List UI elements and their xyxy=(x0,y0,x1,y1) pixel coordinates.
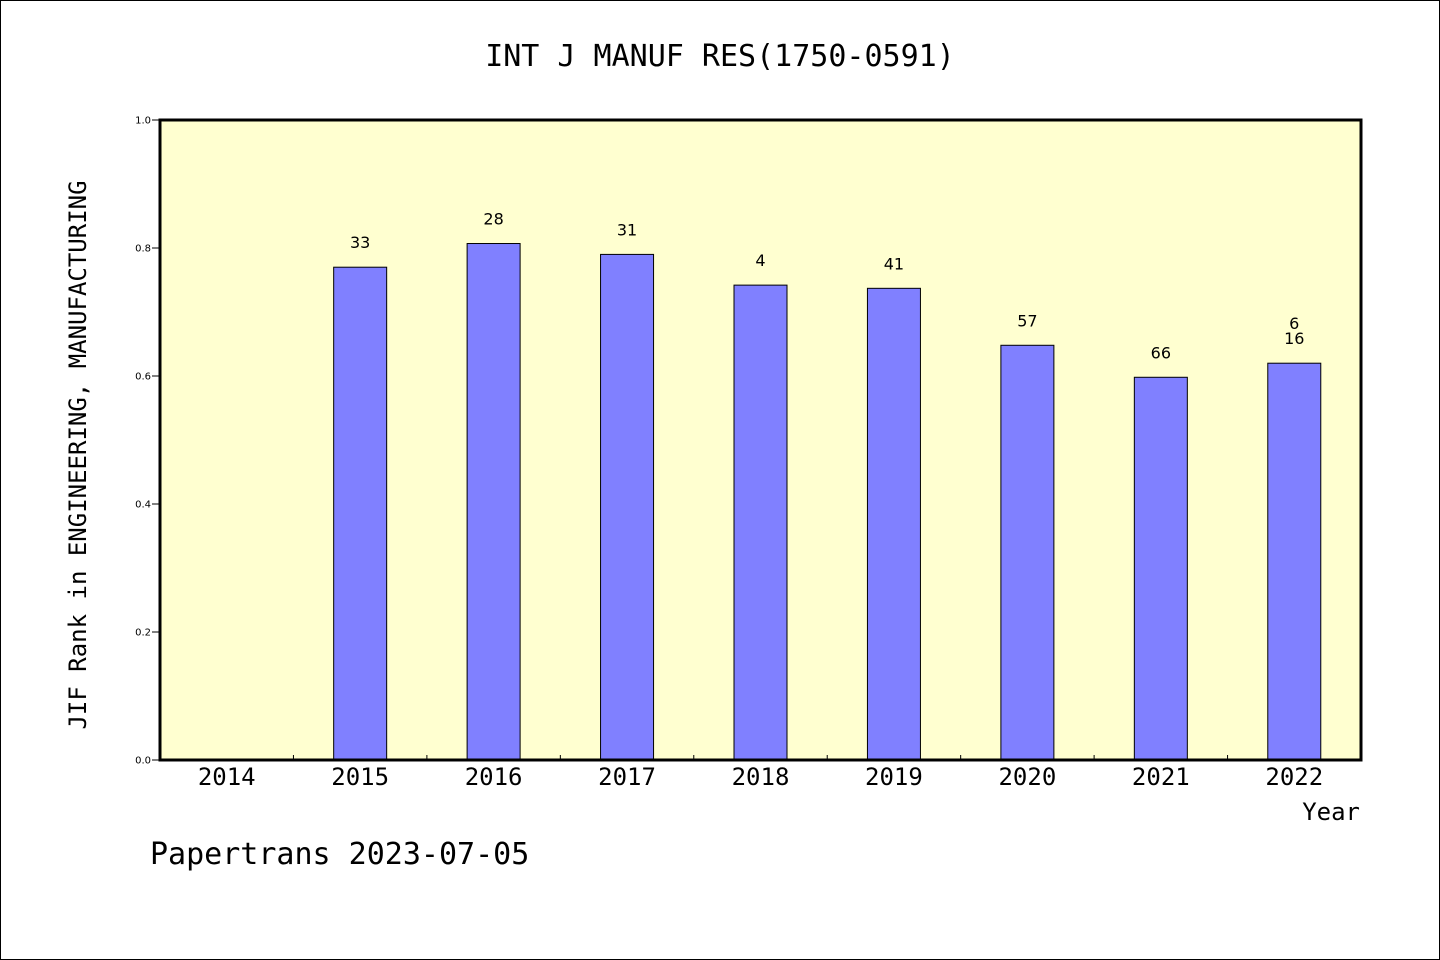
bar-2020 xyxy=(1000,344,1055,761)
y-axis-label: JIF Rank in ENGINEERING, MANUFACTURING xyxy=(64,180,92,729)
data-label-2021: 66 xyxy=(1151,343,1171,362)
footer-text: Papertrans 2023-07-05 xyxy=(150,837,529,872)
bar-2018 xyxy=(733,284,788,761)
chart-title: INT J MANUF RES(1750-0591) xyxy=(485,39,955,74)
y-tick-label-0.0: 0.0 xyxy=(135,756,151,767)
y-tick-label-1.0: 1.0 xyxy=(135,116,151,127)
y-tick-label-0.8: 0.8 xyxy=(135,244,151,255)
bar-2022 xyxy=(1267,362,1322,761)
y-tick-label-0.2: 0.2 xyxy=(135,628,151,639)
x-tick-label-2015: 2015 xyxy=(331,763,389,791)
x-tick-label-2019: 2019 xyxy=(865,763,923,791)
x-tick-label-2016: 2016 xyxy=(465,763,523,791)
bar-2015 xyxy=(333,266,388,761)
x-tick-label-2022: 2022 xyxy=(1265,763,1323,791)
x-tick-label-2014: 2014 xyxy=(198,763,256,791)
data-label-2020: 57 xyxy=(1017,311,1037,330)
data-label-extra-2022: 6 xyxy=(1289,314,1299,333)
x-tick-label-2017: 2017 xyxy=(598,763,656,791)
data-label-2019: 41 xyxy=(884,254,904,273)
data-label-2016: 28 xyxy=(483,210,503,229)
plot-border xyxy=(158,118,1363,762)
bar-2019 xyxy=(866,287,921,761)
y-tick-label-0.4: 0.4 xyxy=(135,500,151,511)
bar-2021 xyxy=(1133,376,1188,761)
bar-2017 xyxy=(600,253,655,761)
x-tick-label-2020: 2020 xyxy=(998,763,1056,791)
data-label-2022: 16 xyxy=(1284,329,1304,348)
y-tick-label-0.6: 0.6 xyxy=(135,372,151,383)
x-tick-label-2021: 2021 xyxy=(1132,763,1190,791)
x-tick-label-2018: 2018 xyxy=(732,763,790,791)
bar-2016 xyxy=(466,243,521,761)
data-label-2017: 31 xyxy=(617,220,637,239)
x-axis-label: Year xyxy=(1302,798,1360,826)
data-label-2018: 4 xyxy=(755,251,765,270)
data-label-2015: 33 xyxy=(350,233,370,252)
